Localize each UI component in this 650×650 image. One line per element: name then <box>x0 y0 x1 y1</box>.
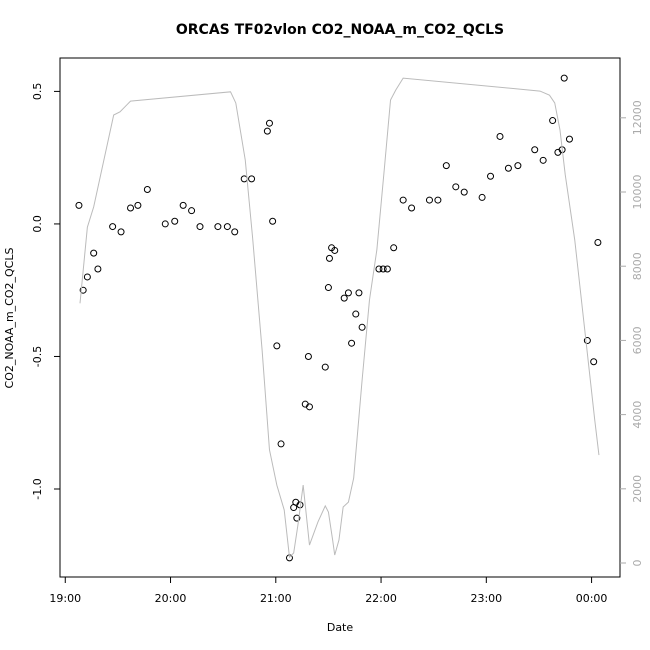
data-point <box>293 514 301 522</box>
x-tick-label: 20:00 <box>155 592 187 605</box>
data-point <box>583 337 591 345</box>
y2-tick-label: 0 <box>631 560 644 567</box>
x-axis-label: Date <box>327 621 354 634</box>
data-point <box>442 162 450 170</box>
data-point <box>324 284 332 292</box>
data-point <box>504 164 512 172</box>
data-point <box>531 146 539 154</box>
data-point <box>188 207 196 215</box>
data-point <box>277 440 285 448</box>
data-point <box>539 156 547 164</box>
data-point <box>344 289 352 297</box>
data-point <box>487 172 495 180</box>
data-point <box>240 175 248 183</box>
plot-frame <box>59 57 621 578</box>
data-point <box>117 228 125 236</box>
chart-title: ORCAS TF02vlon CO2_NOAA_m_CO2_QCLS <box>176 22 504 38</box>
data-point <box>143 185 151 193</box>
data-point <box>265 119 273 127</box>
x-tick-label: 21:00 <box>260 592 292 605</box>
x-tick-label: 00:00 <box>576 592 608 605</box>
y2-tick-label: 2000 <box>631 475 644 503</box>
data-point <box>90 249 98 257</box>
data-point <box>460 188 468 196</box>
data-point <box>214 223 222 231</box>
data-point <box>425 196 433 204</box>
y-tick-label: 0.5 <box>31 83 44 101</box>
data-point <box>452 183 460 191</box>
data-point <box>399 196 407 204</box>
data-point <box>375 265 383 273</box>
data-point <box>408 204 416 212</box>
data-point <box>390 244 398 252</box>
data-point <box>273 342 281 350</box>
data-point <box>94 265 102 273</box>
data-point <box>514 162 522 170</box>
y-tick-label: 0.0 <box>31 215 44 233</box>
data-point <box>223 223 231 231</box>
data-point <box>161 220 169 228</box>
y2-tick-label: 10000 <box>631 175 644 210</box>
data-point <box>304 352 312 360</box>
data-point <box>269 217 277 225</box>
data-point <box>594 238 602 246</box>
data-point <box>352 310 360 318</box>
data-point <box>383 265 391 273</box>
data-point <box>379 265 387 273</box>
data-point <box>496 132 504 140</box>
x-tick-label: 23:00 <box>470 592 502 605</box>
data-point <box>127 204 135 212</box>
data-point <box>83 273 91 281</box>
y2-tick-label: 8000 <box>631 252 644 280</box>
x-tick-label: 22:00 <box>365 592 397 605</box>
data-point <box>179 201 187 209</box>
data-point <box>358 323 366 331</box>
data-point <box>75 201 83 209</box>
y-axis-label: CO2_NOAA_m_CO2_QCLS <box>3 248 16 389</box>
y2-tick-label: 6000 <box>631 326 644 354</box>
data-point <box>109 223 117 231</box>
data-point <box>478 193 486 201</box>
data-point <box>560 74 568 82</box>
data-point <box>325 254 333 262</box>
data-point <box>171 217 179 225</box>
data-point <box>248 175 256 183</box>
data-point <box>134 201 142 209</box>
data-point <box>79 286 87 294</box>
data-point <box>549 117 557 125</box>
altitude-line <box>79 77 600 559</box>
data-point <box>263 127 271 135</box>
data-point <box>348 339 356 347</box>
data-point <box>434 196 442 204</box>
data-point <box>590 358 598 366</box>
y-tick-label: -0.5 <box>31 346 44 367</box>
data-point <box>331 246 339 254</box>
data-point <box>231 228 239 236</box>
y2-tick-label: 4000 <box>631 401 644 429</box>
data-point <box>321 363 329 371</box>
data-point <box>565 135 573 143</box>
x-tick-label: 19:00 <box>49 592 81 605</box>
data-point <box>305 403 313 411</box>
y-tick-label: -1.0 <box>31 478 44 499</box>
data-point <box>196 223 204 231</box>
data-point <box>340 294 348 302</box>
y2-tick-label: 12000 <box>631 100 644 135</box>
data-point <box>355 289 363 297</box>
